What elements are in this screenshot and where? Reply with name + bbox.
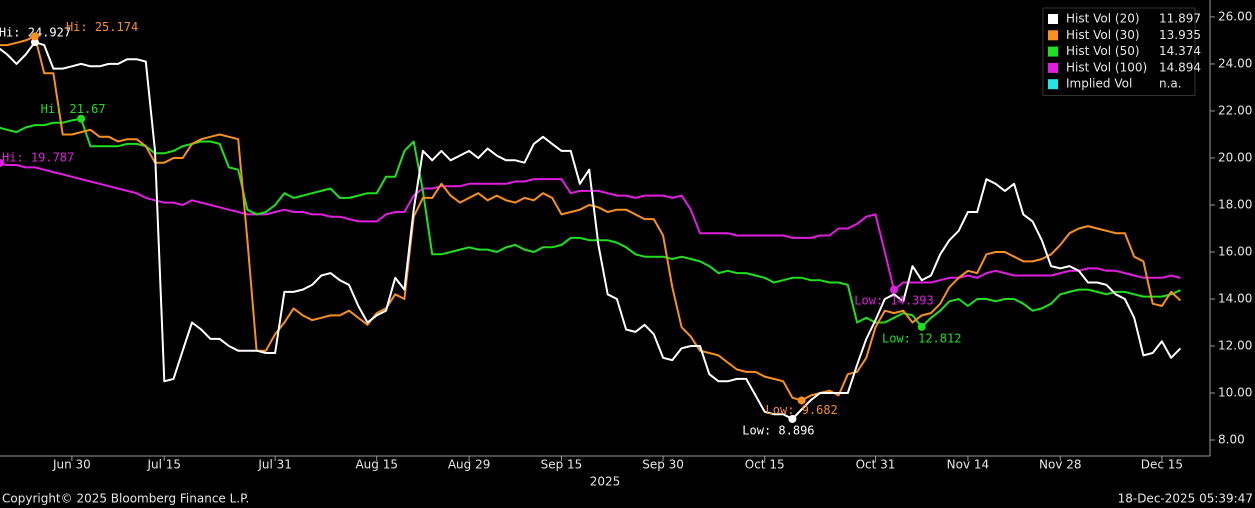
x-tick-label: Jul 15 [146,458,181,472]
legend-value: 11.897 [1159,12,1201,26]
high-marker [0,158,4,167]
x-tick-label: Oct 15 [745,458,785,472]
low-label: Low: 8.896 [742,423,814,437]
high-label: Hi: 21.67 [41,102,106,116]
x-tick-label: Aug 15 [355,458,398,472]
x-tick-label: Sep 30 [642,458,684,472]
series-line [0,162,1181,291]
high-label: Hi: 25.174 [66,20,138,34]
y-tick-label: 16.00 [1218,244,1252,258]
y-tick-label: 12.00 [1218,338,1252,352]
x-tick-label: Dec 15 [1141,458,1183,472]
y-tick-label: 14.00 [1218,291,1252,305]
x-tick-label: Jun 30 [52,458,91,472]
low-marker [788,414,797,423]
y-tick-label: 24.00 [1218,56,1252,70]
low-label: Low: 12.812 [882,331,961,345]
legend-label: Implied Vol [1066,77,1132,91]
timestamp: 18-Dec-2025 05:39:47 [1118,492,1253,506]
legend-swatch [1048,46,1058,57]
legend-label: Hist Vol (50) [1066,44,1140,58]
x-year-label: 2025 [590,475,621,489]
x-tick-label: Sep 15 [541,458,583,472]
y-tick-label: 22.00 [1218,103,1252,117]
series-line [0,41,1182,420]
high-marker [30,38,39,47]
high-marker [30,32,39,41]
x-tick-label: Oct 31 [856,458,896,472]
legend-box [1042,7,1196,96]
legend-swatch [1048,62,1058,73]
legend-value: 14.374 [1159,44,1201,58]
x-tick-label: Jul 31 [257,458,292,472]
y-tick-label: 26.00 [1218,9,1252,23]
y-tick-label: 20.00 [1218,150,1252,164]
x-tick-label: Aug 29 [448,458,491,472]
legend-swatch [1048,30,1058,41]
low-label: Low: 9.682 [766,403,838,417]
low-label: Low: 14.393 [854,293,933,307]
legend-value: 13.935 [1159,28,1201,42]
y-tick-label: 10.00 [1218,386,1252,400]
series-line [0,35,1182,402]
low-marker [890,285,899,294]
legend-swatch [1048,79,1058,90]
legend-value: 14.894 [1159,60,1201,74]
legend-value: n.a. [1159,77,1182,91]
legend-label: Hist Vol (100) [1066,60,1147,74]
y-tick-label: 8.00 [1218,433,1245,447]
legend-swatch [1048,14,1058,24]
x-tick-label: Nov 14 [947,458,990,472]
high-marker [77,114,86,123]
plot-area [0,35,1182,420]
copyright: Copyright© 2025 Bloomberg Finance L.P. [2,492,249,506]
y-tick-label: 18.00 [1218,197,1252,211]
low-marker [917,322,926,331]
legend-label: Hist Vol (20) [1066,12,1140,26]
legend-label: Hist Vol (30) [1066,28,1140,42]
x-tick-label: Nov 28 [1039,458,1082,472]
series-line [0,117,1181,328]
high-label: Hi: 19.787 [2,150,74,164]
low-marker [797,396,806,405]
